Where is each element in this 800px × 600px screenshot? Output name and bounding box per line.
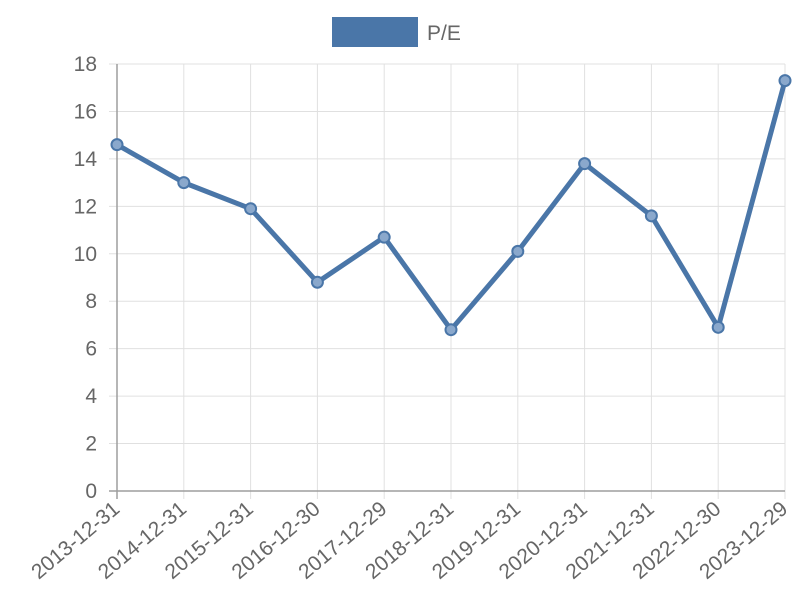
series-group: [110, 74, 792, 337]
data-point: [310, 275, 324, 289]
grid: [109, 63, 786, 499]
data-point: [110, 138, 124, 152]
y-tick-label: 10: [74, 243, 97, 266]
y-tick-label: 6: [85, 338, 97, 361]
data-point: [244, 202, 258, 216]
data-point: [711, 320, 725, 334]
legend-label-pe: P/E: [427, 22, 461, 45]
y-tick-label: 2: [85, 433, 97, 456]
data-point: [377, 230, 391, 244]
y-axis-ticks: 0 2 4 6 8 10 12 14 16 18: [74, 53, 98, 503]
y-tick-label: 0: [85, 480, 97, 503]
y-tick-label: 18: [74, 53, 97, 76]
data-point: [578, 157, 592, 171]
data-point: [177, 176, 191, 190]
y-tick-label: 4: [85, 385, 97, 408]
data-point: [778, 74, 792, 88]
y-tick-label: 8: [85, 290, 97, 313]
y-tick-label: 12: [74, 195, 97, 218]
x-axis-ticks: 2013-12-312014-12-312015-12-312016-12-30…: [27, 497, 792, 584]
legend[interactable]: P/E: [332, 17, 461, 47]
y-tick-label: 16: [74, 100, 97, 123]
y-tick-label: 14: [74, 148, 98, 171]
axes: [109, 64, 785, 499]
data-point: [444, 323, 458, 337]
data-point: [644, 209, 658, 223]
data-point: [511, 244, 525, 258]
legend-swatch-pe: [332, 17, 418, 47]
